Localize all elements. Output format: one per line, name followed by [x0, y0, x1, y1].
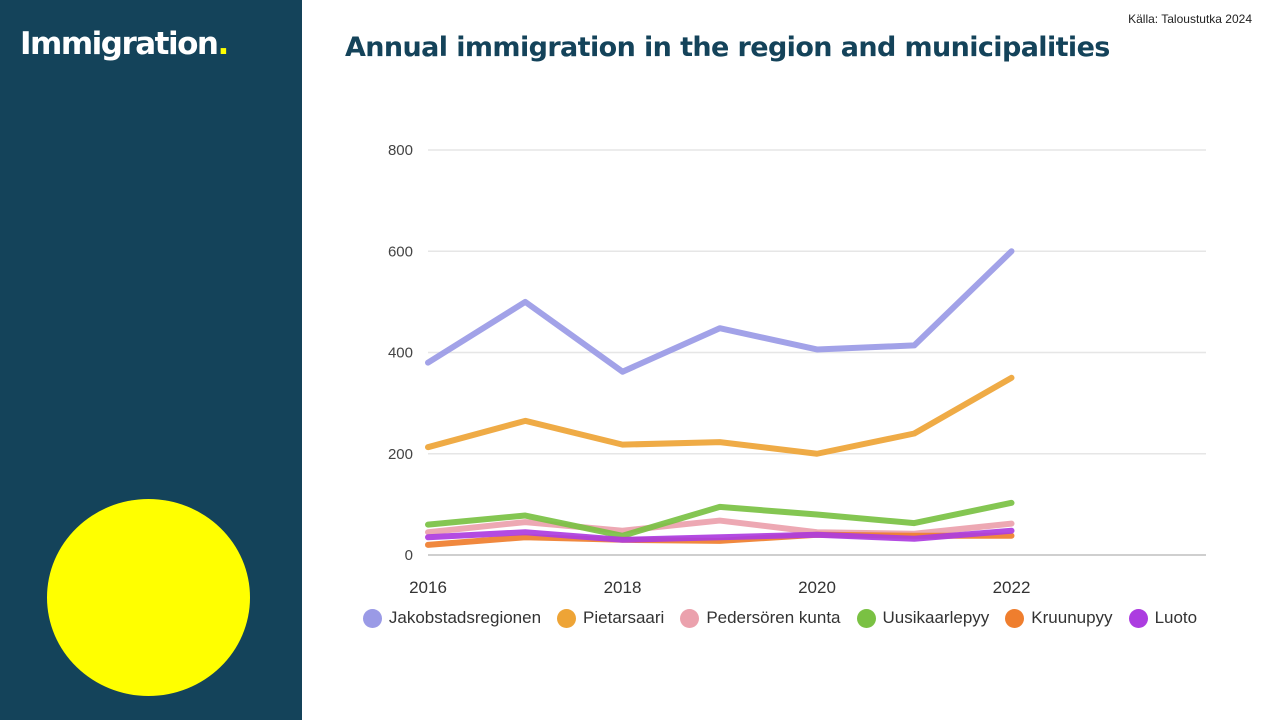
- legend-swatch: [1005, 608, 1025, 628]
- y-tick-label: 0: [405, 547, 413, 564]
- brand-name: Immigration: [20, 26, 219, 62]
- legend-swatch: [362, 608, 382, 628]
- x-tick-label: 2020: [798, 578, 836, 597]
- brand-dot: .: [217, 26, 229, 62]
- x-tick-label: 2016: [409, 578, 447, 597]
- brand-title: Immigration.: [20, 26, 229, 62]
- legend-swatch: [680, 608, 700, 628]
- y-tick-label: 600: [388, 243, 413, 260]
- sidebar: Immigration.: [0, 0, 302, 720]
- legend-swatch: [856, 608, 876, 628]
- legend-label: Uusikaarlepyy: [882, 608, 990, 627]
- legend-item: Pedersören kunta: [680, 608, 841, 628]
- legend-item: Pietarsaari: [557, 608, 664, 628]
- chart-legend: Jakobstadsregionen Pietarsaari Pedersören …: [340, 608, 1220, 628]
- legend-label: Pietarsaari: [583, 608, 665, 627]
- legend-label: Pedersören kunta: [706, 608, 841, 627]
- legend-item: Uusikaarlepyy: [856, 608, 990, 628]
- series-line-uusikaarlepyy: [425, 499, 1015, 539]
- y-tick-label: 200: [388, 446, 413, 463]
- legend-swatch: [1128, 608, 1148, 628]
- page-title: Annual immigration in the region and mun…: [345, 32, 1110, 63]
- series-line-luoto: [425, 527, 1015, 543]
- legend-item: Jakobstadsregionen: [362, 608, 542, 628]
- yellow-circle-decoration: [47, 499, 250, 696]
- legend-label: Luoto: [1154, 608, 1198, 627]
- legend-label: Kruunupyy: [1031, 608, 1113, 627]
- legend-swatch: [557, 608, 577, 628]
- x-tick-label: 2022: [993, 578, 1031, 597]
- series-line-pietarsaari: [425, 374, 1015, 457]
- line-chart: 0 200 400 600 800 2016 2018 2020 2022: [388, 142, 1206, 597]
- legend-item: Luoto: [1128, 608, 1198, 628]
- series-line-kruunupyy: [425, 531, 1015, 548]
- series-line-jakobstadsregionen: [425, 248, 1015, 375]
- y-tick-label: 800: [388, 142, 413, 159]
- legend-item: Kruunupyy: [1005, 608, 1113, 628]
- y-tick-label: 400: [388, 345, 413, 362]
- source-note: Källa: Taloustutka 2024: [1128, 12, 1252, 26]
- legend-label: Jakobstadsregionen: [388, 608, 542, 627]
- x-tick-label: 2018: [604, 578, 642, 597]
